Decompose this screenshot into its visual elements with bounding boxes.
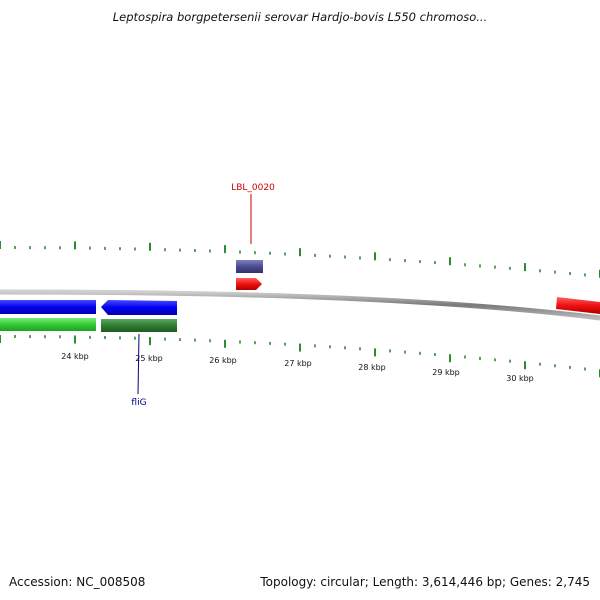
tick-label-25kbp: 25 kbp [135, 354, 163, 363]
genome-summary-text: Topology: circular; Length: 3,614,446 bp… [260, 575, 590, 589]
red-gene-right[interactable] [556, 297, 600, 314]
tick-label-29kbp: 29 kbp [432, 368, 460, 377]
map-title: Leptospira borgpetersenii serovar Hardjo… [112, 10, 488, 24]
outer-tick-track [0, 241, 600, 278]
scale-labels: 24 kbp 25 kbp 26 kbp 27 kbp 28 kbp 29 kb… [61, 352, 534, 383]
tick-label-24kbp: 24 kbp [61, 352, 89, 361]
red-gene-arrow-small[interactable] [236, 278, 262, 290]
tick-label-30kbp: 30 kbp [506, 374, 534, 383]
blue-gene-left[interactable] [0, 300, 96, 314]
inner-tick-track [0, 335, 600, 378]
tick-label-26kbp: 26 kbp [209, 356, 237, 365]
purple-feature[interactable] [236, 260, 263, 273]
flig-pointer [137, 333, 140, 395]
accession-text: Accession: NC_008508 [9, 575, 146, 589]
flig-label[interactable]: fliG [131, 398, 146, 408]
green-gene-left[interactable] [0, 318, 96, 331]
tick-label-28kbp: 28 kbp [358, 363, 386, 372]
blue-gene-arrow[interactable] [101, 300, 177, 315]
chromosome-backbone [0, 289, 600, 321]
lbl-0020-label[interactable]: LBL_0020 [231, 183, 275, 193]
tick-label-27kbp: 27 kbp [284, 359, 312, 368]
dark-green-gene[interactable] [101, 319, 177, 332]
